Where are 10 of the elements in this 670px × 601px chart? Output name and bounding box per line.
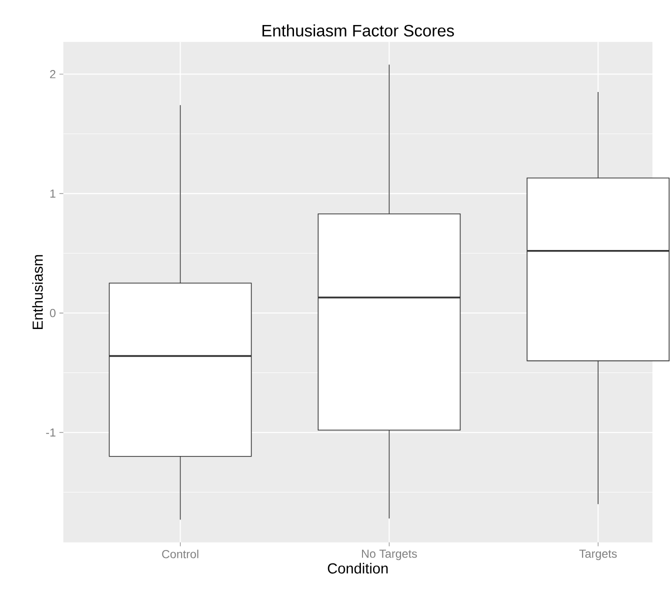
y-axis-title: Enthusiasm <box>32 255 43 330</box>
x-axis-title: Condition <box>328 562 388 574</box>
y-tick-label: 2 <box>50 70 56 78</box>
y-tick-label: 0 <box>50 309 56 318</box>
y-tick-label: 1 <box>50 190 56 198</box>
chart-title: Enthusiasm Factor Scores <box>262 24 454 37</box>
x-tick-label: Targets <box>579 550 617 560</box>
x-tick-label: No Targets <box>362 550 417 560</box>
x-tick-label: Control <box>162 550 198 558</box>
y-tick-label: -1 <box>46 428 56 437</box>
